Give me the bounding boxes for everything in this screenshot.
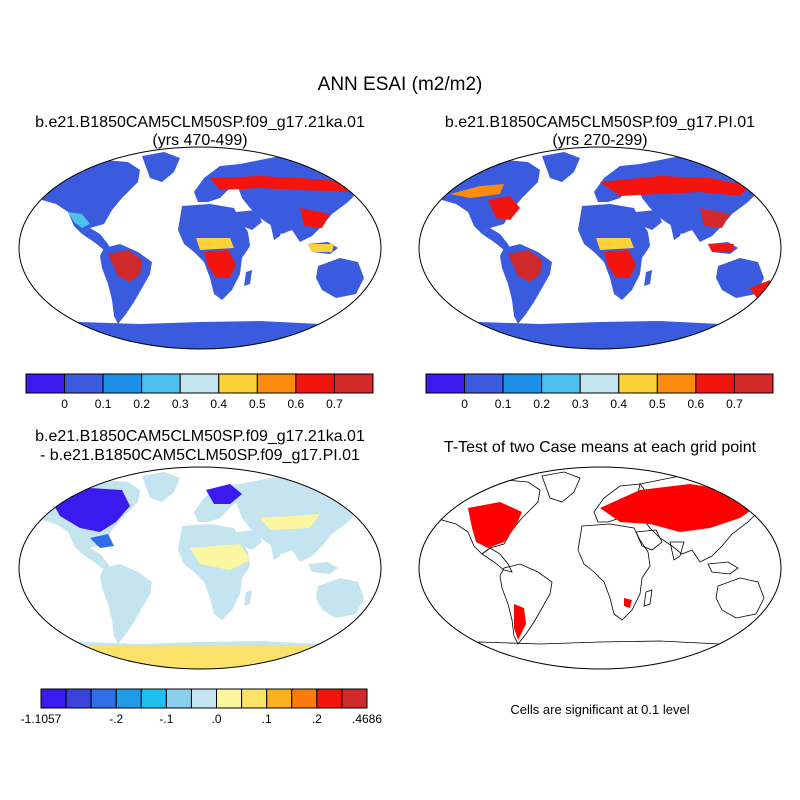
colorbar-label: 0.6 <box>288 397 305 411</box>
colorbar-label: .2 <box>312 712 322 726</box>
colorbar-swatch <box>90 688 117 709</box>
colorbar-label: 0.2 <box>133 397 150 411</box>
colorbar-swatch <box>316 688 343 709</box>
colorbar-label: .1 <box>262 712 272 726</box>
colorbar-label: 0.1 <box>495 397 512 411</box>
panel1-map <box>18 146 382 350</box>
panel2-title: b.e21.B1850CAM5CLM50SP.f09_g17.PI.01 <box>444 114 756 131</box>
panel1-title: b.e21.B1850CAM5CLM50SP.f09_g17.21ka.01 <box>35 114 365 131</box>
colorbar-swatch <box>341 688 368 709</box>
colorbar-label: -.2 <box>109 712 123 726</box>
colorbar-swatch <box>140 688 167 709</box>
colorbar-swatch <box>502 373 543 394</box>
colorbar-label: .0 <box>212 712 222 726</box>
colorbar-swatch <box>618 373 658 394</box>
colorbar-swatch <box>40 688 67 709</box>
colorbar-swatch <box>25 373 66 394</box>
colorbar-swatch <box>579 373 620 394</box>
colorbar-panel1: 0 0.1 0.2 0.3 0.4 0.5 0.6 0.7 <box>25 373 374 411</box>
colorbar-label: 0.7 <box>326 397 343 411</box>
colorbar-swatch <box>190 688 218 709</box>
colorbar-swatch <box>266 688 293 709</box>
colorbar-swatch <box>425 373 466 394</box>
significance-note: Cells are significant at 0.1 level <box>510 702 690 717</box>
colorbar-swatch <box>733 373 774 394</box>
colorbar-label: 0.4 <box>210 397 227 411</box>
colorbar-swatch <box>541 373 581 394</box>
panel1-subtitle: (yrs 470-499) <box>152 132 248 149</box>
colorbar-label: 0 <box>461 397 468 411</box>
colorbar-label: 0.5 <box>649 397 666 411</box>
colorbar-swatch <box>115 688 142 709</box>
colorbar-swatch <box>333 373 374 394</box>
colorbar-swatch <box>141 373 181 394</box>
colorbar-swatch <box>695 373 735 394</box>
panel3-subtitle: - b.e21.B1850CAM5CLM50SP.f09_g17.PI.01 <box>40 447 360 464</box>
colorbar-swatch <box>656 373 697 394</box>
panel4-map <box>418 466 782 670</box>
panel2-map <box>418 146 782 350</box>
colorbar-swatch <box>218 373 258 394</box>
colorbar-swatch <box>464 373 504 394</box>
colorbar-label: 0.1 <box>95 397 112 411</box>
colorbar-diff: -1.1057 -.2 -.1 .0 .1 .2 .4686 <box>21 688 382 726</box>
colorbar-label: -.1 <box>159 712 173 726</box>
colorbar-label: 0.3 <box>172 397 189 411</box>
panel3-map <box>18 466 382 670</box>
colorbar-label: 0.4 <box>610 397 627 411</box>
colorbar-swatch <box>256 373 297 394</box>
panel3-title: b.e21.B1850CAM5CLM50SP.f09_g17.21ka.01 <box>35 428 365 445</box>
colorbar-swatch <box>291 688 318 709</box>
colorbar-label: .4686 <box>352 712 382 726</box>
colorbar-swatch <box>65 688 92 709</box>
colorbar-swatch <box>241 688 268 709</box>
colorbar-swatch <box>102 373 143 394</box>
colorbar-swatch <box>179 373 220 394</box>
main-title: ANN ESAI (m2/m2) <box>317 74 483 95</box>
colorbar-label: 0.7 <box>726 397 743 411</box>
colorbar-swatch <box>295 373 335 394</box>
colorbar-label: 0.6 <box>688 397 705 411</box>
colorbar-swatch <box>216 688 243 709</box>
colorbar-label: 0.3 <box>572 397 589 411</box>
colorbar-panel2: 0 0.1 0.2 0.3 0.4 0.5 0.6 0.7 <box>425 373 774 411</box>
colorbar-swatch <box>165 688 192 709</box>
panel2-subtitle: (yrs 270-299) <box>552 132 648 149</box>
colorbar-label: -1.1057 <box>21 712 62 726</box>
colorbar-label: 0 <box>61 397 68 411</box>
colorbar-label: 0.5 <box>249 397 266 411</box>
colorbar-swatch <box>64 373 104 394</box>
colorbar-label: 0.2 <box>533 397 550 411</box>
panel4-title: T-Test of two Case means at each grid po… <box>443 439 757 456</box>
